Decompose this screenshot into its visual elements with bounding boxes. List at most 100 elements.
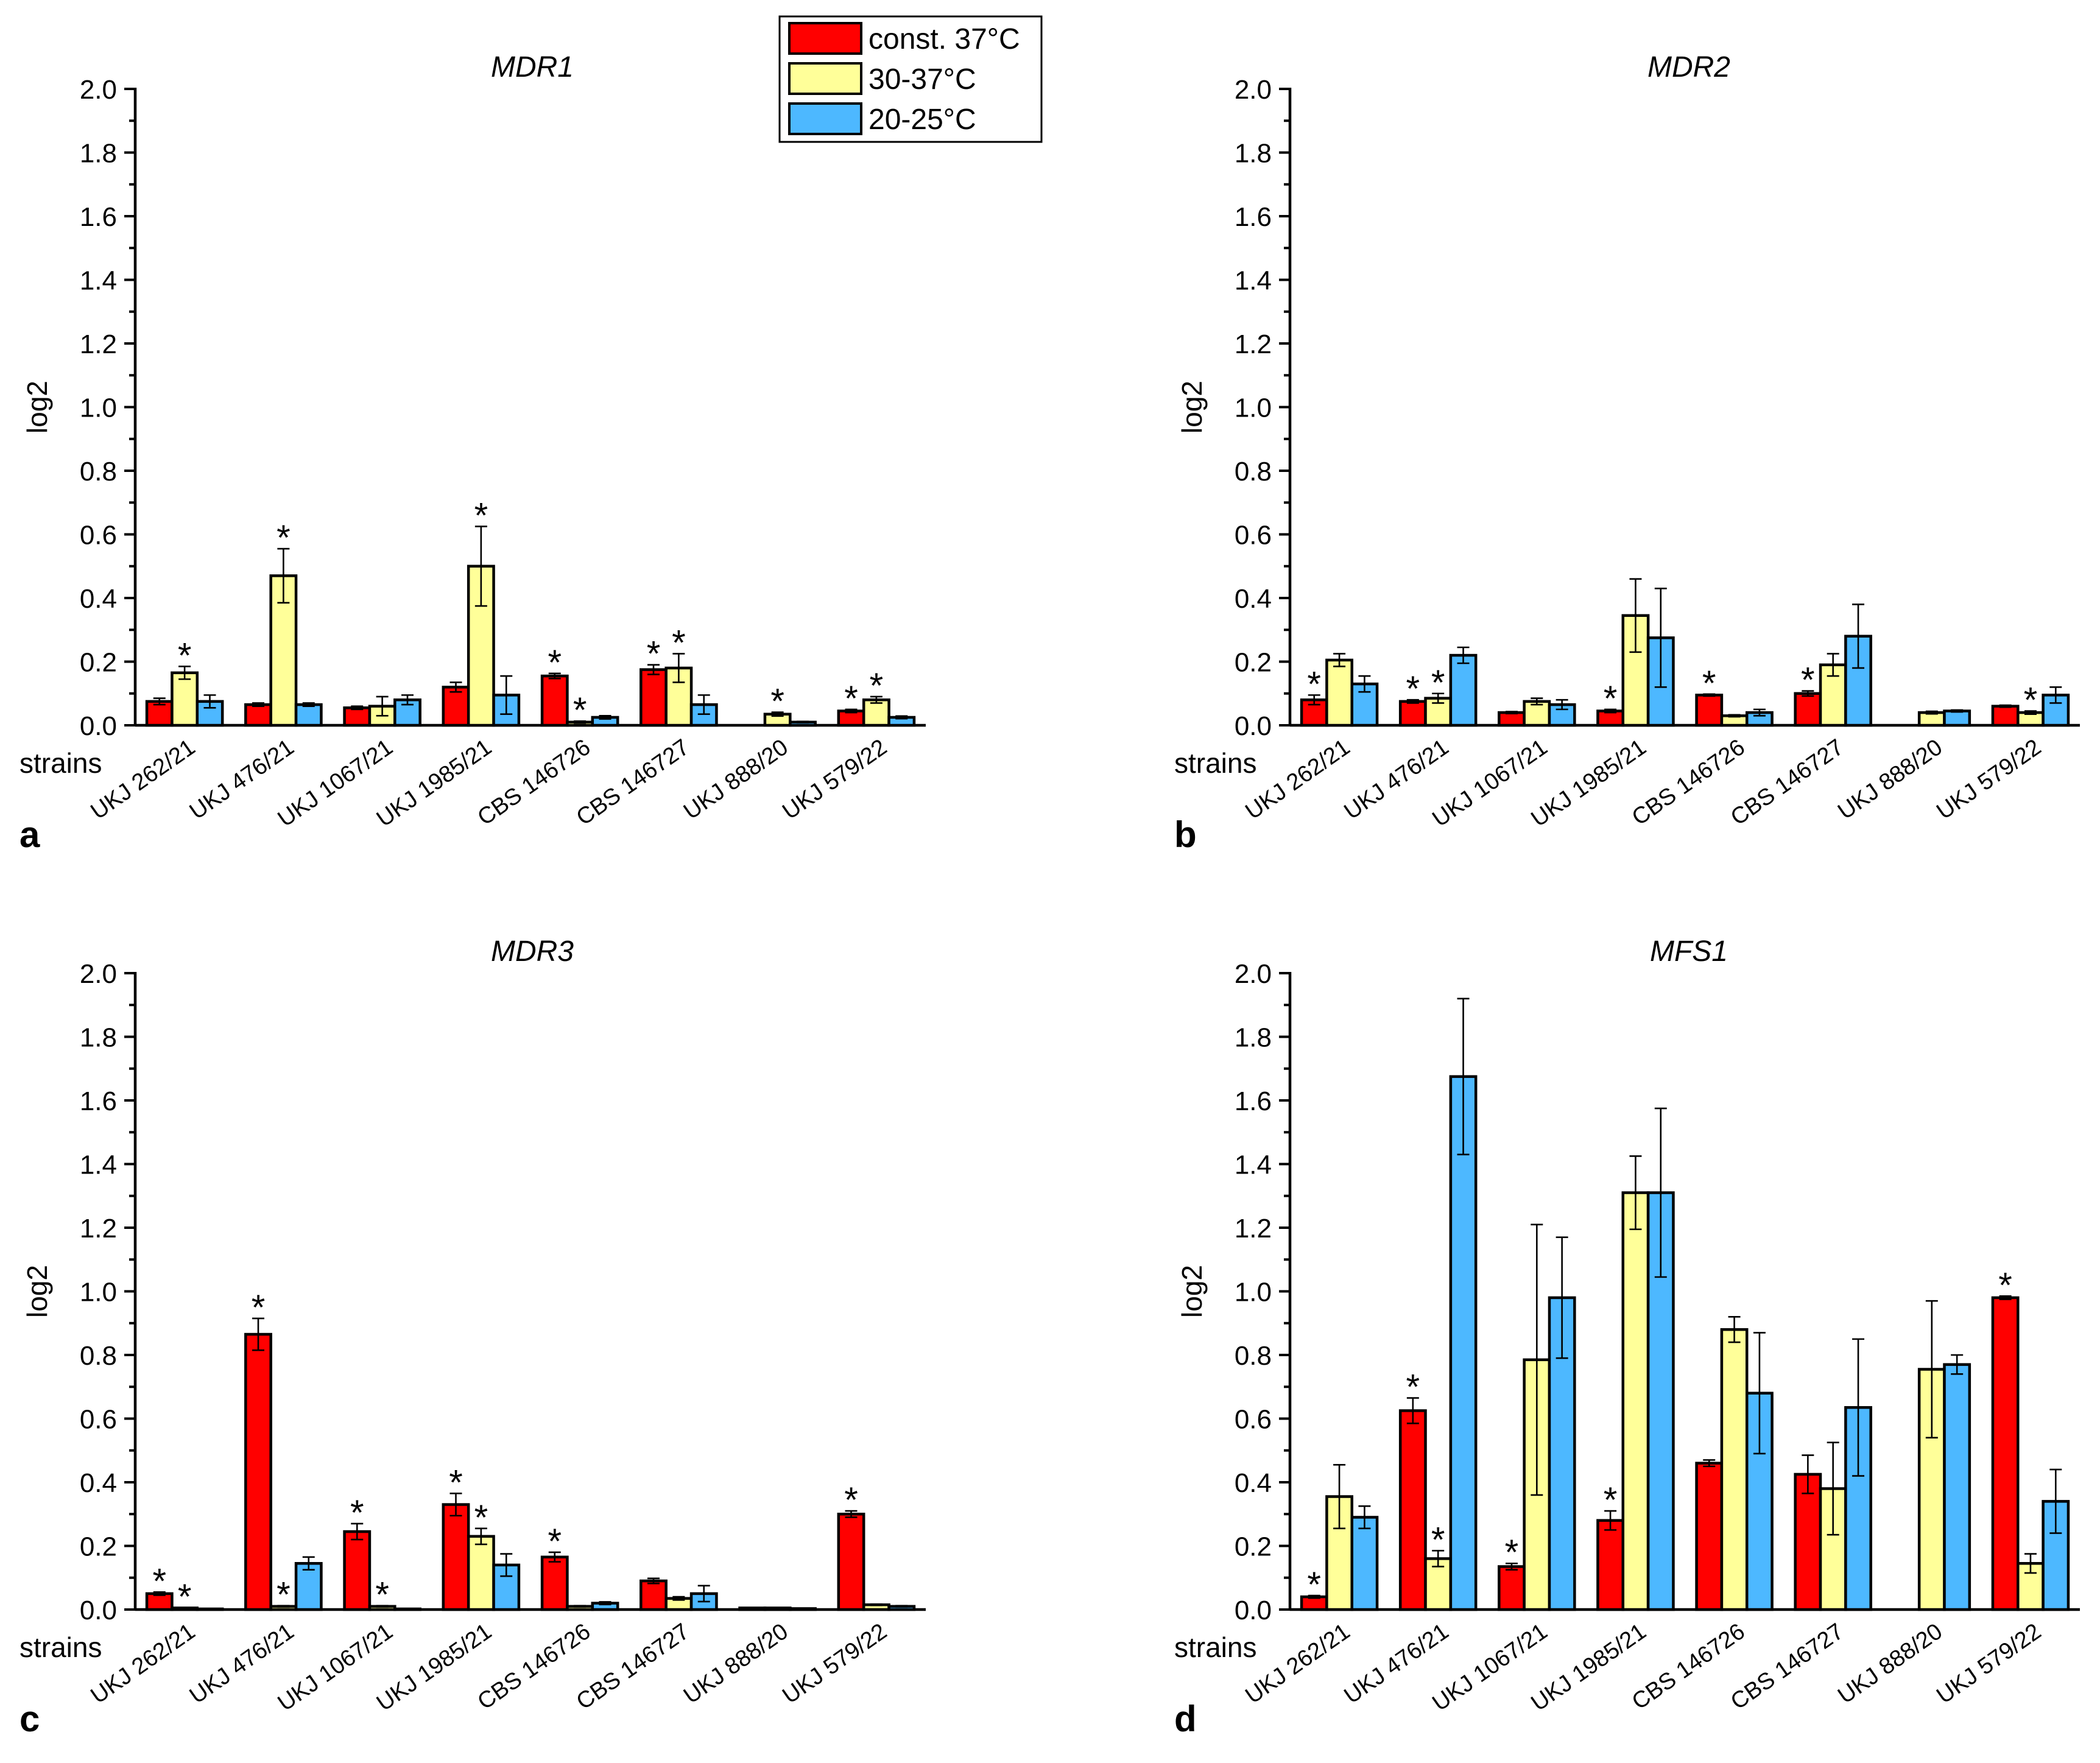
panel-title: MFS1 — [1650, 935, 1728, 968]
x-tick-label-ukj-579-22: UKJ 579/22 — [778, 1619, 892, 1709]
y-tick-label: 1.8 — [1235, 139, 1272, 169]
significance-star: * — [1998, 1265, 2012, 1305]
y-tick-label: 0.2 — [1235, 1532, 1272, 1562]
significance-star: * — [1431, 1520, 1445, 1560]
y-tick-label: 0.6 — [1235, 1405, 1272, 1435]
bar-b-cbs-146726-const-37-c — [1695, 694, 1724, 727]
bar-a-ukj-1985-21-const-37-c — [442, 686, 470, 727]
significance-star: * — [870, 666, 884, 706]
bar-d-ukj-579-22-const-37-c — [1991, 1296, 2020, 1611]
significance-star: * — [1604, 1480, 1618, 1520]
y-tick-label: 0.0 — [1235, 1596, 1272, 1625]
bar-c-ukj-579-22-const-37-c — [837, 1513, 865, 1611]
y-tick-label: 0.2 — [80, 1532, 117, 1562]
y-tick-label: 1.2 — [80, 1214, 117, 1244]
significance-star: * — [152, 1561, 166, 1601]
significance-star: * — [474, 1498, 488, 1538]
y-tick-label: 0.8 — [80, 1341, 117, 1371]
x-tick-label-ukj-262-21: UKJ 262/21 — [1241, 734, 1355, 825]
x-tick-label-ukj-579-22: UKJ 579/22 — [1932, 1619, 2046, 1709]
x-axis-label: strains — [1174, 747, 1256, 779]
bar-b-ukj-888-20-20-25-c — [1943, 709, 1971, 727]
bar-a-ukj-579-22-30-37-c — [862, 698, 890, 727]
bar-d-ukj-262-21-20-25-c — [1350, 1516, 1379, 1611]
y-tick-label: 0.0 — [1235, 711, 1272, 741]
y-tick-label: 2.0 — [1235, 959, 1272, 989]
bar-a-ukj-476-21-20-25-c — [294, 703, 323, 727]
significance-star: * — [844, 679, 858, 719]
y-tick-label: 1.0 — [1235, 1278, 1272, 1307]
x-tick-label-ukj-888-20: UKJ 888/20 — [1833, 1619, 1947, 1709]
panel-letter: a — [19, 814, 40, 855]
legend-swatch-const-37 — [788, 22, 862, 55]
bar-d-ukj-888-20-20-25-c — [1943, 1363, 1971, 1611]
legend-label-20-25: 20-25°C — [869, 104, 976, 136]
x-tick-label-ukj-262-21: UKJ 262/21 — [1241, 1619, 1355, 1709]
y-tick-label: 1.4 — [80, 266, 117, 296]
panel-a: 0.0 0.2 0.4 0.6 0.8 1.0 1.2 1.4 1.6 1.8 2.0 log2 MDR… — [19, 51, 926, 855]
bar-b-ukj-579-22-const-37-c — [1991, 705, 2020, 727]
y-axis-label: log2 — [1176, 381, 1208, 434]
y-tick-label: 0.6 — [1235, 521, 1272, 551]
panel-d: 0.0 0.2 0.4 0.6 0.8 1.0 1.2 1.4 1.6 1.8 2.0 log2 MFS… — [1174, 935, 2080, 1739]
significance-star: * — [844, 1480, 858, 1520]
legend-swatch-30-37 — [788, 62, 862, 95]
panel-title: MDR2 — [1647, 51, 1730, 83]
panel-letter: b — [1174, 814, 1197, 855]
significance-star: * — [252, 1288, 266, 1328]
bar-a-cbs-146727-const-37-c — [640, 668, 668, 727]
y-tick-label: 0.2 — [80, 648, 117, 678]
panel-c: 0.0 0.2 0.4 0.6 0.8 1.0 1.2 1.4 1.6 1.8 2.0 log2 MDR… — [19, 935, 926, 1739]
y-tick-label: 1.8 — [80, 139, 117, 169]
bar-a-ukj-476-21-const-37-c — [244, 703, 272, 727]
significance-star: * — [1307, 1565, 1321, 1605]
significance-star: * — [1431, 663, 1445, 703]
significance-star: * — [178, 1577, 192, 1617]
significance-star: * — [449, 1463, 463, 1502]
x-tick-label-ukj-262-21: UKJ 262/21 — [86, 734, 200, 825]
x-axis-label: strains — [1174, 1631, 1256, 1663]
x-tick-label-ukj-262-21: UKJ 262/21 — [86, 1619, 200, 1709]
bar-d-cbs-146726-const-37-c — [1695, 1462, 1724, 1611]
bar-b-cbs-146727-const-37-c — [1794, 692, 1822, 727]
y-tick-label: 1.6 — [80, 1086, 117, 1116]
x-tick-label-ukj-888-20: UKJ 888/20 — [679, 1619, 793, 1709]
significance-star: * — [672, 623, 686, 663]
y-tick-label: 1.2 — [1235, 329, 1272, 359]
x-axis-label: strains — [19, 1631, 102, 1663]
y-axis-label: log2 — [21, 381, 53, 434]
significance-star: * — [277, 1575, 291, 1615]
panel-letter: d — [1174, 1698, 1197, 1739]
bar-b-ukj-1067-21-const-37-c — [1498, 711, 1526, 727]
bar-a-ukj-1067-21-const-37-c — [343, 706, 372, 727]
x-axis-label: strains — [19, 747, 102, 779]
bar-d-ukj-476-21-20-25-c — [1449, 1075, 1478, 1611]
y-tick-label: 0.4 — [80, 584, 117, 614]
y-tick-label: 2.0 — [80, 75, 117, 105]
y-tick-label: 0.0 — [80, 1596, 117, 1625]
y-tick-label: 1.8 — [1235, 1023, 1272, 1053]
bar-c-ukj-1067-21-const-37-c — [343, 1530, 372, 1611]
bar-d-ukj-1985-21-30-37-c — [1621, 1191, 1650, 1611]
bar-d-cbs-146727-const-37-c — [1794, 1473, 1822, 1611]
legend-label-30-37: 30-37°C — [869, 63, 976, 96]
y-tick-label: 1.8 — [80, 1023, 117, 1053]
bar-a-cbs-146726-const-37-c — [540, 674, 569, 727]
bar-c-cbs-146727-const-37-c — [640, 1579, 668, 1611]
bar-a-ukj-262-21-30-37-c — [171, 671, 199, 727]
bar-d-ukj-1985-21-const-37-c — [1596, 1519, 1625, 1611]
y-tick-label: 0.0 — [80, 711, 117, 741]
significance-star: * — [647, 635, 661, 674]
significance-star: * — [1406, 1368, 1420, 1407]
bar-b-ukj-476-21-20-25-c — [1449, 653, 1478, 727]
y-tick-label: 0.8 — [1235, 457, 1272, 487]
y-axis-label: log2 — [1176, 1265, 1208, 1318]
y-tick-label: 1.6 — [80, 202, 117, 232]
significance-star: * — [1604, 679, 1618, 719]
bar-b-ukj-262-21-20-25-c — [1350, 682, 1379, 727]
significance-star: * — [277, 518, 291, 558]
bar-c-ukj-476-21-const-37-c — [244, 1332, 272, 1611]
y-tick-label: 0.4 — [80, 1468, 117, 1498]
x-tick-label-ukj-888-20: UKJ 888/20 — [1833, 734, 1947, 825]
y-tick-label: 1.2 — [1235, 1214, 1272, 1244]
